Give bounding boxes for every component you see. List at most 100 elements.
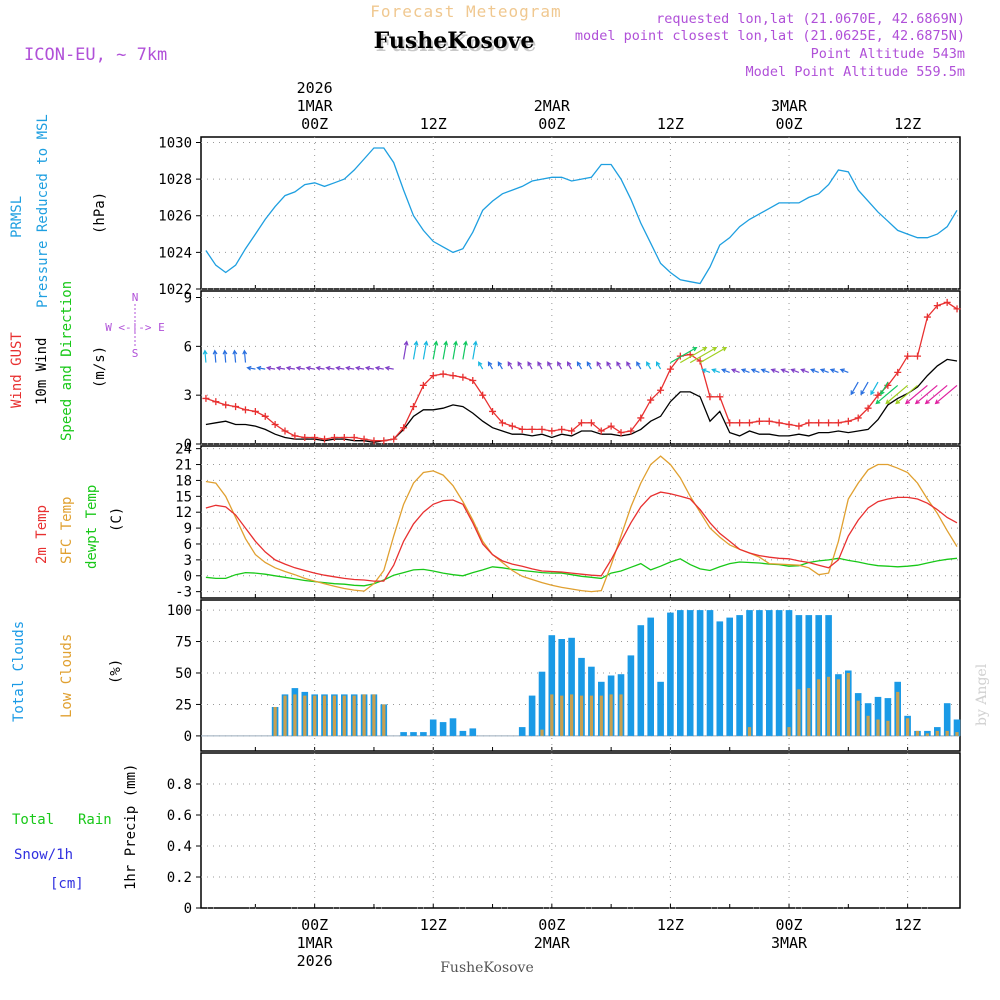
gust-marker xyxy=(330,433,338,441)
wind-arrow xyxy=(810,368,819,373)
pressure-label-prmsl: PRMSL xyxy=(9,196,25,238)
total-cloud-bar xyxy=(766,610,773,736)
low-cloud-bar xyxy=(747,727,752,736)
temp-panel xyxy=(205,455,958,593)
wind-arrow xyxy=(636,361,642,370)
y-tick-label: 1026 xyxy=(158,209,192,225)
gust-marker xyxy=(241,406,249,414)
wind-arrow xyxy=(256,365,266,371)
wind-arrow xyxy=(345,365,355,371)
low-cloud-bar xyxy=(817,679,821,736)
wind-arrow xyxy=(770,368,780,374)
low-cloud-bar xyxy=(807,688,811,736)
precip-label-unit: 1hr Precip (mm) xyxy=(123,764,139,890)
wind-arrow xyxy=(880,381,889,396)
panel-frame-precip xyxy=(200,752,961,909)
watermark: by Angel xyxy=(974,663,990,726)
cloud-label-low: Low Clouds xyxy=(59,634,75,718)
wind-arrow xyxy=(246,365,256,371)
y-tick-label: 18 xyxy=(175,473,192,489)
wind-label-speed-dir: Speed and Direction xyxy=(59,281,75,441)
wind-arrow xyxy=(875,384,899,405)
wind-arrow xyxy=(242,349,248,363)
wind-labels: Wind GUST 10m Wind Speed and Direction (… xyxy=(9,281,165,441)
gust-marker xyxy=(666,365,674,373)
gust-marker xyxy=(518,425,526,433)
pressure-label-unit: (hPa) xyxy=(92,192,108,234)
gust-marker xyxy=(350,433,358,441)
gust-marker xyxy=(785,420,793,428)
gust-marker xyxy=(400,424,408,432)
gust-marker xyxy=(469,377,477,385)
precip-label-rain: Rain xyxy=(78,812,112,828)
y-tick-label: 6 xyxy=(184,537,192,553)
wind-arrow xyxy=(656,361,662,370)
low-cloud-bar xyxy=(550,694,554,736)
gust-marker xyxy=(202,394,210,402)
total-cloud-bar xyxy=(647,617,654,736)
total-cloud-bar xyxy=(637,625,645,736)
bottom-time-label: 12Z xyxy=(894,916,921,934)
total-cloud-bar xyxy=(785,610,793,736)
model-name: ICON-EU, ~ 7km xyxy=(24,45,167,65)
wind-arrow xyxy=(576,361,583,370)
gust-marker xyxy=(538,425,546,433)
y-tick-label: -3 xyxy=(175,585,192,601)
low-cloud-bar xyxy=(362,694,366,736)
wind-arrow xyxy=(626,361,632,370)
wind-arrow xyxy=(680,346,708,364)
gust-marker xyxy=(222,401,230,409)
y-tick-label: 0.2 xyxy=(167,870,192,886)
cloud-label-total: Total Clouds xyxy=(11,621,27,722)
total-cloud-bar xyxy=(657,681,664,736)
temp-label-2m: 2m Temp xyxy=(34,505,50,564)
top-time-label: 00Z xyxy=(775,115,802,133)
wind-arrow xyxy=(750,368,760,373)
temp-label-sfc: SFC Temp xyxy=(59,497,75,564)
wind-arrow xyxy=(315,365,325,371)
temp-labels: 2m Temp SFC Temp dewpt Temp (C) xyxy=(34,485,125,569)
total-cloud-bar xyxy=(627,655,635,736)
prmsl-line xyxy=(205,147,958,285)
gust-marker xyxy=(439,370,447,378)
pressure-label-desc: Pressure Reduced to MSL xyxy=(35,114,51,308)
gust-marker xyxy=(479,391,487,399)
low-cloud-bar xyxy=(313,695,317,736)
gust-marker xyxy=(251,407,259,415)
y-tick-label: 0.4 xyxy=(167,839,192,855)
gust-marker xyxy=(607,422,615,430)
y-tick-label: 0 xyxy=(184,729,192,745)
low-cloud-bar xyxy=(273,707,277,736)
wind-arrow xyxy=(384,365,394,371)
low-cloud-bar xyxy=(293,694,297,736)
wind-arrow xyxy=(829,368,839,374)
cloud-label-unit: (%) xyxy=(108,659,124,684)
gust-marker xyxy=(864,404,872,412)
gust-marker xyxy=(340,433,348,441)
wind-arrow xyxy=(596,361,602,370)
gust-marker xyxy=(933,302,941,310)
gust-marker xyxy=(558,425,566,433)
low-cloud-bar xyxy=(955,732,959,736)
gust-marker xyxy=(943,298,951,306)
wind-arrow xyxy=(212,349,218,363)
total-cloud-bar xyxy=(449,718,457,736)
wind-arrow xyxy=(422,340,429,360)
gust-marker xyxy=(311,433,319,441)
gust-marker xyxy=(904,352,912,360)
low-cloud-bar xyxy=(836,679,840,736)
wind-arrow xyxy=(462,340,468,360)
wind-arrow xyxy=(487,361,494,370)
low-cloud-bar xyxy=(579,695,584,736)
y-tick-label: 100 xyxy=(167,603,192,619)
panel-frame-wind xyxy=(200,290,961,445)
low-cloud-bar xyxy=(846,673,850,736)
top-time-label: 00Z xyxy=(301,115,328,133)
total-cloud-bar xyxy=(528,695,536,736)
bottom-time-label: 00Z xyxy=(538,916,565,934)
total-cloud-bar xyxy=(736,615,743,736)
gust-marker xyxy=(291,432,299,440)
top-time-label: 12Z xyxy=(420,115,447,133)
total-cloud-bar xyxy=(548,635,556,736)
cloud-panel xyxy=(201,610,961,737)
